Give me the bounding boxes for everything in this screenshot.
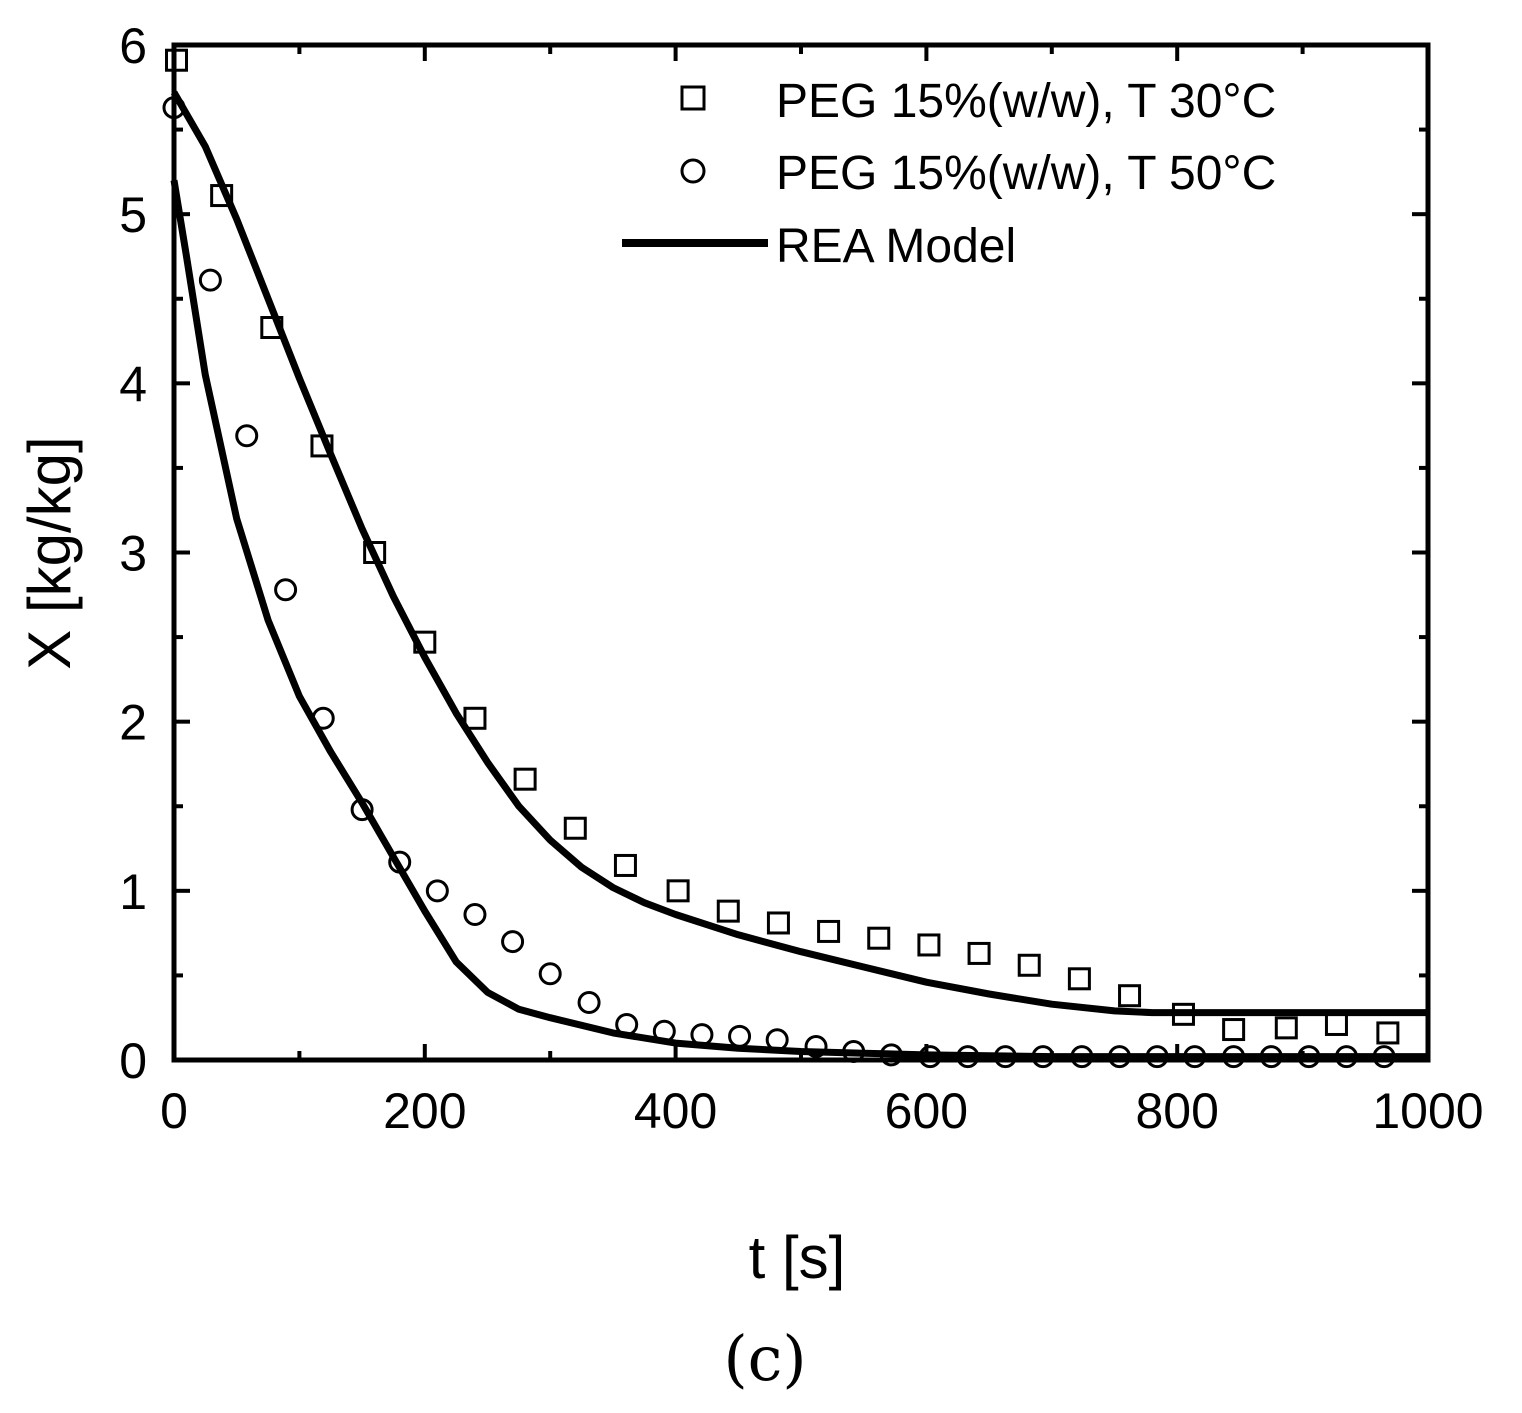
x-tick-label: 0 xyxy=(160,1083,188,1139)
circle-data-point xyxy=(993,1045,1017,1069)
rea-model-line-2 xyxy=(170,179,1428,1061)
circle-data-point xyxy=(274,578,298,602)
square-data-point xyxy=(363,541,387,564)
circle-data-point xyxy=(425,879,449,903)
circle-data-point xyxy=(879,1043,903,1067)
square-data-point xyxy=(613,853,637,877)
square-data-point xyxy=(1067,967,1091,991)
legend-circle-marker xyxy=(680,158,706,184)
plot-frame xyxy=(171,42,1431,1063)
circle-data-point xyxy=(690,1023,714,1047)
legend-label-30c: PEG 15%(w/w), T 30°C xyxy=(776,75,1276,128)
x-tick-label: 800 xyxy=(1135,1083,1218,1139)
y-tick-label: 2 xyxy=(119,695,147,751)
rea-model-line-1 xyxy=(170,90,1428,1017)
square-data-point xyxy=(413,630,437,654)
x-tick-label: 400 xyxy=(634,1083,717,1139)
circle-data-point xyxy=(350,798,374,822)
circle-data-point xyxy=(538,962,562,986)
circle-data-point xyxy=(1183,1045,1207,1069)
y-tick-label: 1 xyxy=(119,864,147,920)
y-tick-label: 6 xyxy=(119,18,147,74)
square-data-point xyxy=(1118,984,1142,1008)
square-data-point xyxy=(1171,1002,1195,1026)
circle-data-point xyxy=(918,1045,942,1069)
circle-data-point xyxy=(728,1024,752,1048)
circle-data-point xyxy=(652,1019,676,1043)
x-tick-label: 200 xyxy=(383,1083,466,1139)
square-data-point xyxy=(1274,1016,1298,1040)
legend-square-marker xyxy=(680,85,706,111)
y-tick-label: 4 xyxy=(119,356,147,412)
y-tick-label: 3 xyxy=(119,526,147,582)
circle-data-point xyxy=(463,903,487,927)
circle-data-point xyxy=(956,1045,980,1069)
square-data-point xyxy=(1017,953,1041,977)
panel-label: (c) xyxy=(723,1322,806,1395)
square-data-point xyxy=(165,48,189,72)
circle-data-point xyxy=(1222,1045,1246,1069)
x-axis-title: t [s] xyxy=(749,1224,846,1291)
square-data-point xyxy=(210,184,234,208)
x-tick-label: 1000 xyxy=(1372,1083,1483,1139)
y-tick-label: 0 xyxy=(119,1033,147,1089)
square-data-point xyxy=(1376,1021,1400,1045)
square-data-point xyxy=(666,879,690,903)
square-data-point xyxy=(563,816,587,840)
circle-data-point xyxy=(615,1012,639,1036)
circle-data-point xyxy=(388,850,412,874)
y-axis-title: X [kg/kg] xyxy=(16,436,83,669)
legend: PEG 15%(w/w), T 30°C PEG 15%(w/w), T 50°… xyxy=(622,75,1276,273)
circle-data-point xyxy=(577,990,601,1014)
legend-label-rea: REA Model xyxy=(776,220,1016,273)
square-data-point xyxy=(766,911,790,935)
circle-data-point xyxy=(765,1028,789,1052)
circle-data-point xyxy=(804,1034,828,1058)
square-data-point xyxy=(1222,1018,1246,1042)
circle-data-point xyxy=(1108,1045,1132,1069)
circle-data-point xyxy=(1145,1045,1169,1069)
square-data-point xyxy=(1324,1012,1348,1036)
data-markers xyxy=(162,48,1400,1069)
circle-data-point xyxy=(1070,1045,1094,1069)
square-data-point xyxy=(513,767,537,791)
circle-data-point xyxy=(311,706,335,730)
circle-data-point xyxy=(1372,1045,1396,1069)
circle-data-point xyxy=(235,424,259,448)
y-tick-labels: 0 1 2 3 4 5 6 xyxy=(119,18,147,1089)
circle-data-point xyxy=(1334,1045,1358,1069)
circle-data-point xyxy=(1031,1045,1055,1069)
legend-label-50c: PEG 15%(w/w), T 50°C xyxy=(776,147,1276,200)
circle-data-point xyxy=(198,268,222,292)
circle-data-point xyxy=(1259,1045,1283,1069)
square-data-point xyxy=(817,919,841,943)
square-data-point xyxy=(310,434,334,458)
square-data-point xyxy=(967,941,991,965)
square-data-point xyxy=(917,933,941,957)
square-data-point xyxy=(260,316,284,340)
y-tick-label: 5 xyxy=(119,187,147,243)
square-data-point xyxy=(463,706,487,730)
x-tick-label: 600 xyxy=(885,1083,968,1139)
circle-data-point xyxy=(501,930,525,954)
circle-data-point xyxy=(1297,1045,1321,1069)
model-lines xyxy=(170,90,1428,1061)
square-data-point xyxy=(716,899,740,923)
x-tick-labels: 0 200 400 600 800 1000 xyxy=(160,1083,1484,1139)
square-data-point xyxy=(867,926,891,950)
